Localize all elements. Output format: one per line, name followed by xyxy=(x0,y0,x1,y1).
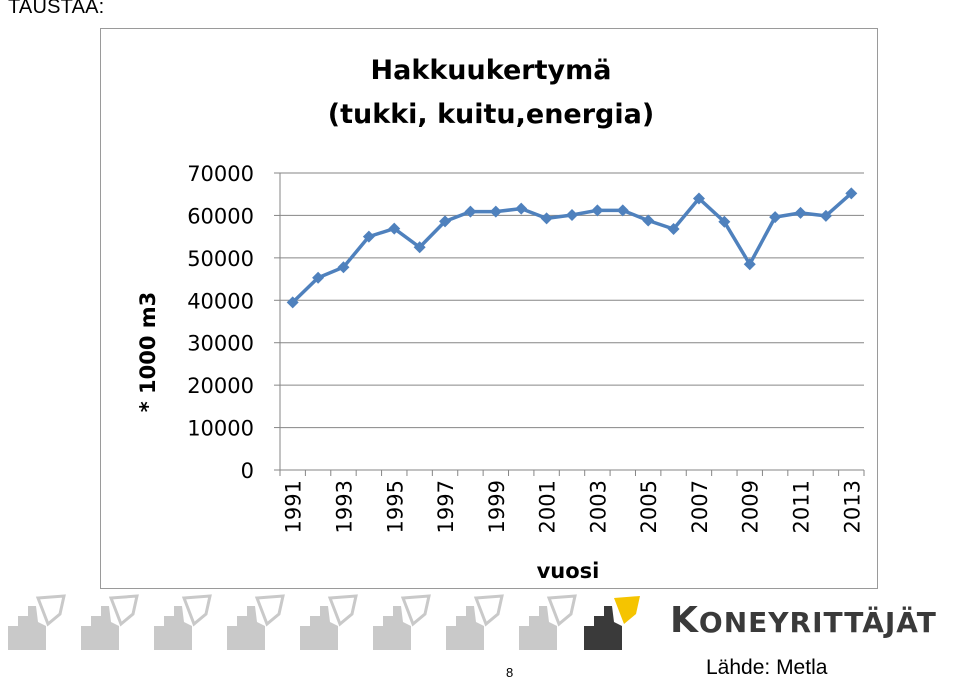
data-point xyxy=(819,209,832,222)
logo-body-icon xyxy=(8,606,46,650)
data-point xyxy=(591,204,604,217)
logo-accent-icon xyxy=(473,594,504,627)
logo-accent-icon xyxy=(327,594,358,627)
logo-mark-icon xyxy=(81,594,139,650)
data-point xyxy=(743,258,756,271)
chart-title-line-1: Hakkuukertymä xyxy=(371,55,612,86)
x-tick-label: 1997 xyxy=(434,480,458,533)
y-tick-labels: 0 10000 20000 30000 40000 50000 60000 70000 xyxy=(187,162,254,483)
data-point xyxy=(362,230,375,243)
y-tick-label: 50000 xyxy=(187,247,254,271)
y-tick-label: 20000 xyxy=(187,374,254,398)
logo-mark-icon xyxy=(373,594,431,650)
axes xyxy=(274,172,865,476)
x-tick-label: 2009 xyxy=(739,480,763,533)
x-axis-title: vuosi xyxy=(537,559,600,583)
brand-initial: K xyxy=(670,600,699,641)
data-point xyxy=(515,202,528,215)
logo-mark-icon xyxy=(519,594,577,650)
y-tick-label: 40000 xyxy=(187,289,254,313)
y-tick-label: 60000 xyxy=(187,204,254,228)
logo-mark-icon xyxy=(227,594,285,650)
x-tick-labels: 1991 1993 1995 1997 1999 2001 2003 2005 2007 2009… xyxy=(282,480,865,533)
data-point xyxy=(540,212,553,225)
data-point xyxy=(464,205,477,218)
data-point xyxy=(566,209,578,222)
logo-mark-icon xyxy=(154,594,212,650)
data-point xyxy=(413,241,426,254)
data-point xyxy=(312,271,325,284)
data-point xyxy=(718,215,731,228)
logo-body-icon xyxy=(300,606,338,650)
logo-body-icon xyxy=(227,606,265,650)
x-tick-label: 2007 xyxy=(688,480,712,533)
y-tick-label: 70000 xyxy=(187,162,254,186)
x-tick-label: 2011 xyxy=(790,480,814,533)
y-tick-label: 0 xyxy=(241,459,254,483)
brand-name: KONEYRITTÄJÄT xyxy=(670,600,937,641)
x-tick-label: 2005 xyxy=(637,480,661,533)
data-point xyxy=(845,187,858,200)
chart-title-line-2: (tukki, kuitu,energia) xyxy=(328,99,654,130)
line-chart: Hakkuukertymä (tukki, kuitu,energia) 0 10… xyxy=(136,55,865,583)
logo-body-icon xyxy=(81,606,119,650)
logo-mark-icon xyxy=(300,594,358,650)
y-tick-label: 30000 xyxy=(187,332,254,356)
logo-accent-icon xyxy=(254,594,285,627)
data-point xyxy=(642,214,655,227)
data-point xyxy=(769,211,782,224)
logo-accent-icon xyxy=(35,594,66,627)
logo-body-icon xyxy=(373,606,411,650)
logo-body-icon xyxy=(519,606,557,650)
data-point xyxy=(286,296,299,309)
logo-accent-icon xyxy=(546,594,577,627)
y-tick-label: 10000 xyxy=(187,417,254,441)
brand-rest: ONEYRITTÄJÄT xyxy=(698,606,937,639)
logo-accent-icon xyxy=(181,594,212,627)
slide-header: TAUSTAA: xyxy=(8,0,105,18)
x-tick-label: 1999 xyxy=(485,480,509,533)
data-point xyxy=(489,205,502,218)
x-tick-label: 2013 xyxy=(840,480,864,533)
brand-logo-icon xyxy=(584,596,640,650)
data-point xyxy=(667,223,680,236)
logo-accent-icon xyxy=(400,594,431,627)
data-point xyxy=(439,215,452,228)
page-number: 8 xyxy=(506,665,514,680)
data-point xyxy=(388,222,401,235)
series-layer xyxy=(286,187,858,309)
logo-accent-icon xyxy=(108,594,139,627)
x-tick-label: 1993 xyxy=(332,480,356,533)
x-tick-label: 2003 xyxy=(586,480,610,533)
logo-body-icon xyxy=(584,606,622,650)
logo-mark-icon xyxy=(446,594,504,650)
chart-frame: Hakkuukertymä (tukki, kuitu,energia) 0 10… xyxy=(100,28,878,589)
logo-strip xyxy=(8,594,640,650)
data-point xyxy=(337,261,350,274)
logo-mark-icon xyxy=(8,594,66,650)
source-note: Lähde: Metla xyxy=(706,656,828,679)
x-tick-label: 1991 xyxy=(282,480,306,533)
data-point xyxy=(794,206,807,219)
x-tick-label: 1995 xyxy=(383,480,407,533)
logo-accent-icon xyxy=(614,596,640,624)
x-tick-label: 2001 xyxy=(536,480,560,533)
data-point xyxy=(616,204,629,217)
logo-body-icon xyxy=(154,606,192,650)
y-axis-title: * 1000 m3 xyxy=(136,292,160,413)
logo-body-icon xyxy=(446,606,484,650)
data-point xyxy=(692,192,705,205)
